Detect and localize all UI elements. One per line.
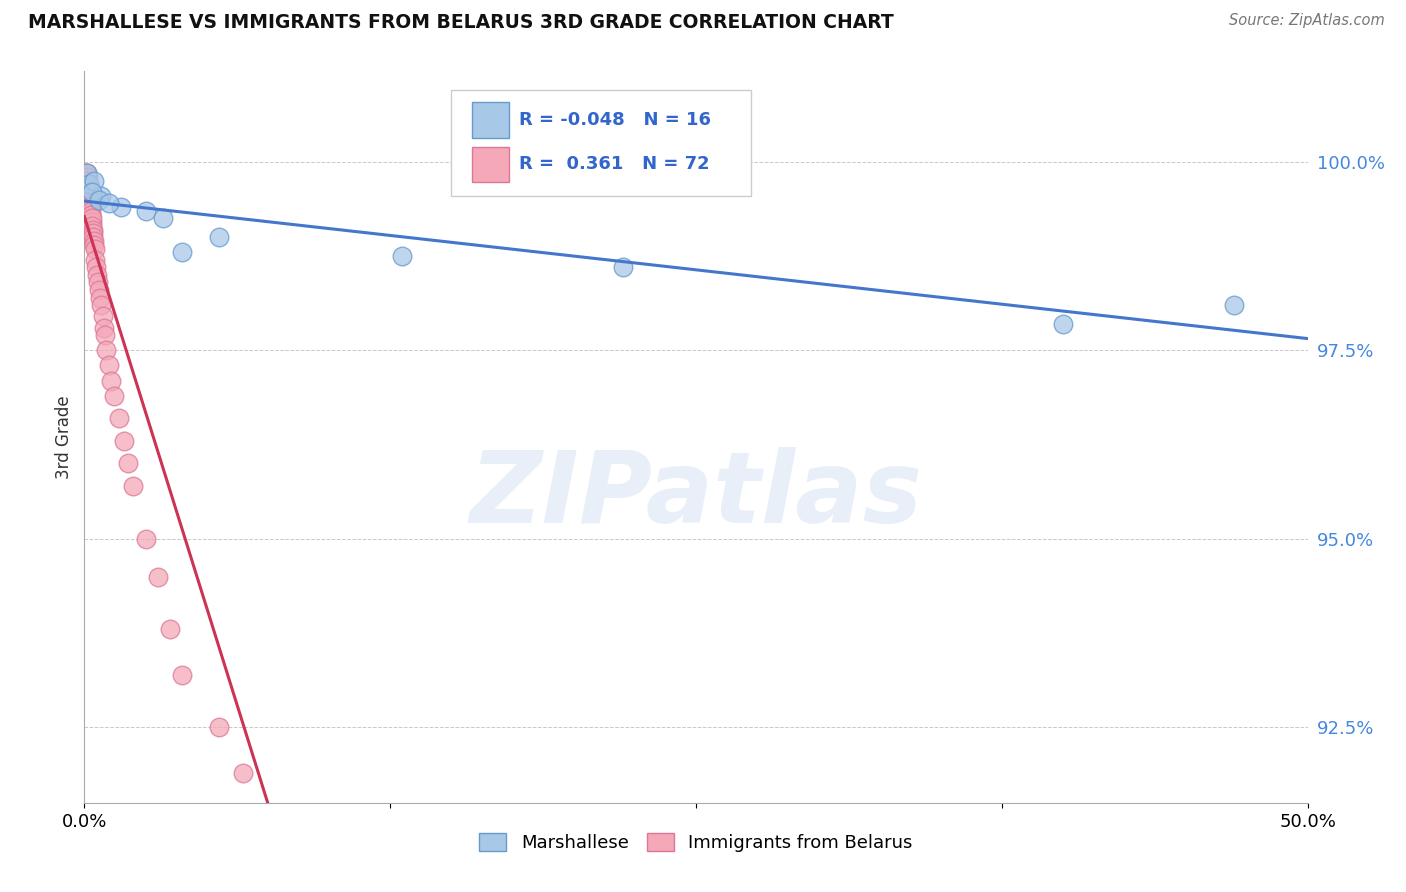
Point <box>77 185 100 199</box>
Point <box>79 188 101 202</box>
Point <box>75 166 97 180</box>
Y-axis label: 3rd Grade: 3rd Grade <box>55 395 73 479</box>
Point <box>87 276 110 290</box>
Point <box>80 208 103 222</box>
Point <box>79 196 101 211</box>
Point <box>80 203 103 218</box>
Point <box>77 188 100 202</box>
Point <box>77 200 100 214</box>
Point <box>91 310 114 324</box>
Text: MARSHALLESE VS IMMIGRANTS FROM BELARUS 3RD GRADE CORRELATION CHART: MARSHALLESE VS IMMIGRANTS FROM BELARUS 3… <box>28 13 894 32</box>
Text: R =  0.361   N = 72: R = 0.361 N = 72 <box>519 155 709 173</box>
Point <box>146 569 169 583</box>
Point <box>87 193 110 207</box>
Point <box>76 174 98 188</box>
Point <box>77 178 100 192</box>
Point <box>79 203 101 218</box>
Point <box>77 196 100 211</box>
FancyBboxPatch shape <box>451 90 751 195</box>
Point <box>172 245 194 260</box>
Point <box>77 193 100 207</box>
Point <box>80 211 103 226</box>
Point <box>107 411 129 425</box>
Point <box>93 320 115 334</box>
Point <box>90 298 112 312</box>
Point <box>96 343 118 358</box>
Point <box>79 193 101 207</box>
Point <box>117 457 139 471</box>
Point <box>76 178 98 192</box>
Point <box>77 169 100 184</box>
Point <box>77 185 100 199</box>
Point <box>612 260 634 275</box>
Point <box>84 252 107 267</box>
Point <box>77 193 100 207</box>
Text: R = -0.048   N = 16: R = -0.048 N = 16 <box>519 111 710 129</box>
Point <box>83 174 105 188</box>
Point <box>135 532 157 546</box>
Point <box>76 178 98 192</box>
Point <box>100 374 122 388</box>
Point <box>80 185 103 199</box>
Point <box>135 203 157 218</box>
Point <box>80 200 103 214</box>
Point <box>76 181 98 195</box>
Point <box>159 623 181 637</box>
FancyBboxPatch shape <box>472 103 509 137</box>
Point <box>77 188 100 202</box>
Point <box>208 720 231 734</box>
Point <box>75 181 97 195</box>
Point <box>76 181 98 195</box>
Point <box>86 268 108 282</box>
Point <box>79 196 101 211</box>
Point <box>79 200 101 214</box>
Point <box>80 208 103 222</box>
Point <box>269 833 291 847</box>
Point <box>152 211 174 226</box>
Point <box>75 169 97 184</box>
Text: ZIPatlas: ZIPatlas <box>470 447 922 544</box>
Point <box>76 166 98 180</box>
Point <box>208 230 231 244</box>
Point <box>87 283 110 297</box>
Point <box>76 166 98 180</box>
Point <box>82 219 104 233</box>
Point <box>83 242 105 256</box>
Point <box>82 227 104 241</box>
Point <box>76 178 98 192</box>
Point <box>1223 298 1246 312</box>
Point <box>97 359 120 373</box>
Point <box>76 185 98 199</box>
Point <box>76 188 98 202</box>
Point <box>82 230 104 244</box>
Point <box>122 479 145 493</box>
Point <box>84 260 107 275</box>
Point <box>82 223 104 237</box>
Point <box>110 200 132 214</box>
Point <box>1052 317 1074 331</box>
Point <box>83 234 105 248</box>
Point <box>80 215 103 229</box>
Point <box>172 667 194 681</box>
Point <box>391 249 413 263</box>
Point <box>83 237 105 252</box>
Point <box>232 765 254 780</box>
FancyBboxPatch shape <box>472 146 509 182</box>
Point <box>76 174 98 188</box>
Point <box>80 211 103 226</box>
Point <box>112 434 135 448</box>
Point <box>97 196 120 211</box>
Point <box>90 188 112 202</box>
Text: Source: ZipAtlas.com: Source: ZipAtlas.com <box>1229 13 1385 29</box>
Legend: Marshallese, Immigrants from Belarus: Marshallese, Immigrants from Belarus <box>479 833 912 852</box>
Point <box>75 174 97 188</box>
Point <box>89 291 111 305</box>
Point <box>103 389 125 403</box>
Point <box>94 328 117 343</box>
Point <box>77 181 100 195</box>
Point <box>77 178 100 192</box>
